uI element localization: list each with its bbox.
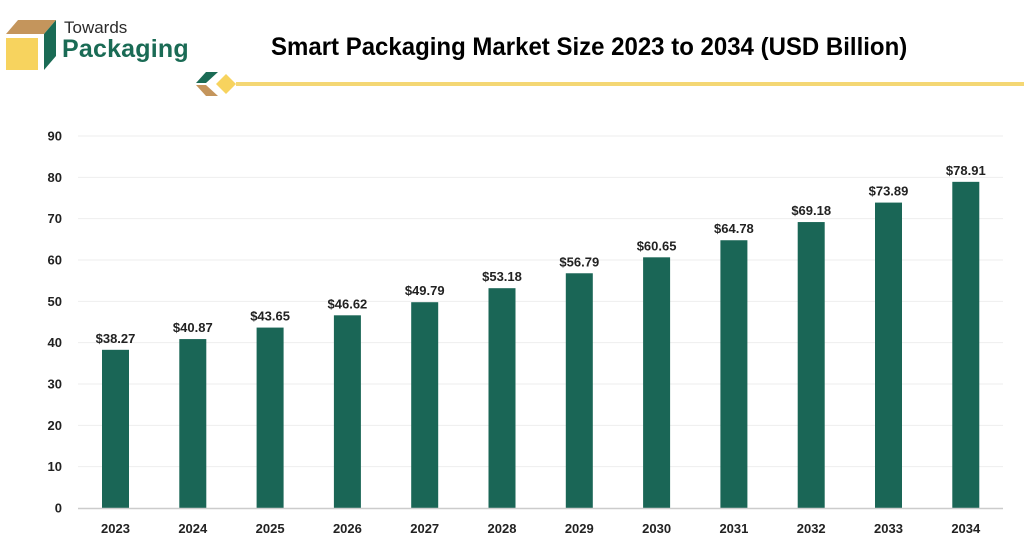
- bar-2034: [952, 181, 980, 508]
- data-label-2023: $38.27: [96, 331, 136, 346]
- x-tick-label: 2027: [410, 521, 439, 536]
- x-tick-label: 2033: [874, 521, 903, 536]
- x-tick-label: 2030: [642, 521, 671, 536]
- gridlines: [78, 135, 1003, 468]
- data-label-2028: $53.18: [482, 269, 522, 284]
- bar-2024: [179, 339, 207, 508]
- data-label-2033: $73.89: [869, 184, 909, 199]
- logo-text-towards: Towards: [64, 18, 128, 37]
- x-tick-label: 2034: [951, 521, 981, 536]
- data-labels: $38.27 $40.87 $43.65 $46.62 $49.79 $53.18 $56.…: [96, 163, 986, 346]
- accent-line: [236, 82, 1024, 86]
- bars: [102, 181, 980, 508]
- y-tick-label: 90: [48, 129, 62, 144]
- bar-2031: [720, 240, 748, 508]
- x-tick-label: 2025: [256, 521, 285, 536]
- data-label-2024: $40.87: [173, 320, 213, 335]
- bar-2027: [411, 302, 439, 508]
- bar-2023: [102, 349, 129, 508]
- data-label-2034: $78.91: [946, 163, 986, 178]
- bar-2026: [333, 315, 361, 508]
- chart-title: Smart Packaging Market Size 2023 to 2034…: [271, 33, 908, 61]
- y-tick-label: 50: [48, 294, 62, 309]
- y-tick-label: 20: [48, 418, 62, 433]
- x-tick-label: 2032: [797, 521, 826, 536]
- box-logo-icon: [6, 20, 56, 70]
- y-tick-label: 70: [48, 211, 62, 226]
- x-tick-label: 2029: [565, 521, 594, 536]
- bar-2025: [256, 327, 284, 508]
- y-tick-label: 10: [48, 459, 62, 474]
- data-label-2025: $43.65: [250, 309, 290, 324]
- x-tick-label: 2031: [719, 521, 748, 536]
- data-label-2031: $64.78: [714, 221, 754, 236]
- data-label-2027: $49.79: [405, 283, 445, 298]
- x-tick-label: 2026: [333, 521, 362, 536]
- x-axis-ticks: 2023 2024 2025 2026 2027 2028 2029 2030 2031 2032…: [101, 521, 981, 536]
- x-tick-label: 2024: [178, 521, 208, 536]
- y-axis-ticks: 0 10 20 30 40 50 60 70 80 90: [48, 129, 62, 516]
- title-divider: [196, 72, 1024, 96]
- y-tick-label: 40: [48, 335, 62, 350]
- bar-2030: [643, 257, 671, 508]
- chevron-ornament-icon: [196, 72, 236, 96]
- bar-2029: [565, 273, 593, 508]
- x-tick-label: 2023: [101, 521, 130, 536]
- y-tick-label: 60: [48, 253, 62, 268]
- logo-text-packaging: Packaging: [62, 35, 189, 63]
- y-tick-label: 0: [55, 501, 62, 516]
- y-tick-label: 30: [48, 377, 62, 392]
- bar-2032: [797, 222, 825, 508]
- data-label-2032: $69.18: [791, 203, 831, 218]
- data-label-2030: $60.65: [637, 238, 677, 253]
- bar-2028: [488, 288, 516, 508]
- y-tick-label: 80: [48, 170, 62, 185]
- towards-packaging-logo: Towards Packaging: [4, 16, 204, 72]
- data-label-2026: $46.62: [328, 296, 368, 311]
- x-tick-label: 2028: [488, 521, 517, 536]
- data-label-2029: $56.79: [559, 254, 599, 269]
- bar-2033: [875, 202, 902, 508]
